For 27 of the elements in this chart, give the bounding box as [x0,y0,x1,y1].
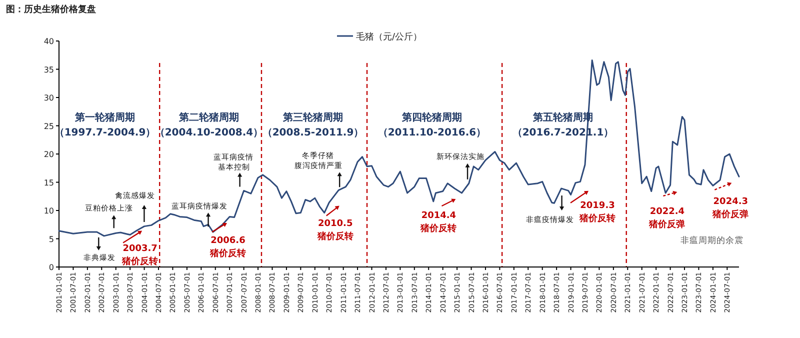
y-tick-label: 25 [44,122,54,131]
annotation: 2006.6 猪价反转 [209,236,246,260]
y-tick-label: 10 [44,206,54,216]
annotation: 2003.7 猪价反转 [121,244,158,267]
chart-title: 图：历史生猪价格复盘 [6,4,96,15]
annotation: 2024.3 猪价反弹 [712,196,749,220]
annotation: （2008.5-2011.9） [262,128,364,138]
annotation: （1997.7-2004.9） [54,128,156,138]
annotation: 2010.5 猪价反转 [316,218,354,242]
y-tick-label: 35 [44,65,54,74]
y-tick-label: 0 [48,263,54,272]
y-tick-label: 40 [44,37,54,46]
annotation: 第四轮猪周期 [401,112,462,124]
annotation: 第一轮猪周期 [74,112,135,124]
annotation: 2022.4 猪价反弹 [648,207,686,230]
annotation: 第二轮猪周期 [178,112,239,124]
y-tick-label: 15 [44,178,54,188]
annotation: （2004.10-2008.4） [154,128,264,138]
annotation: 第三轮猪周期 [282,112,343,124]
y-tick-label: 5 [48,234,54,244]
y-tick-label: 20 [44,150,54,159]
annotation: 非瘟周期的余震 [680,234,744,246]
annotation: 2014.4 猪价反转 [420,211,457,234]
annotation: 2019.3 猪价反转 [578,200,616,224]
legend-label: 毛猪（元/公斤） [356,32,422,42]
annotation: （2011.10-2016.6） [378,128,486,138]
y-tick-label: 30 [44,94,54,102]
